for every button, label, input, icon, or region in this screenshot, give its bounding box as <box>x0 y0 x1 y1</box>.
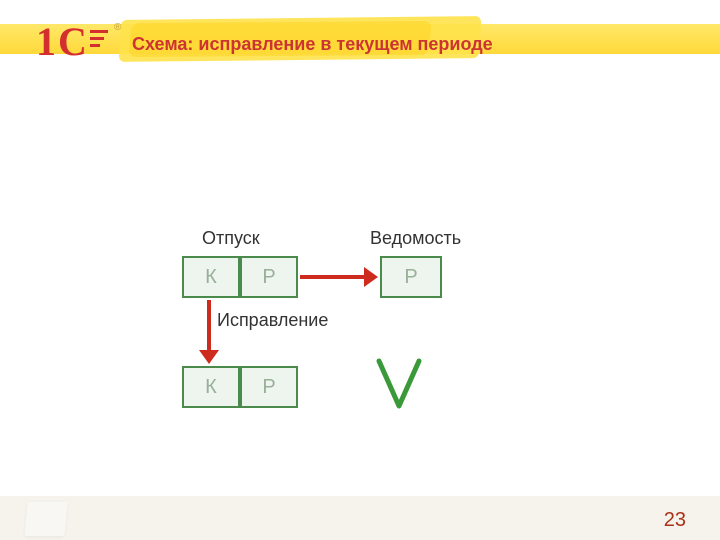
box-top-k: К <box>182 256 240 298</box>
arrow-to-ispravlenie <box>207 300 211 352</box>
arrow-to-vedomost <box>300 275 366 279</box>
footer-band <box>0 496 720 540</box>
box-bot-r: Р <box>240 366 298 408</box>
box-ved-r: Р <box>380 256 442 298</box>
diagram-area: Отпуск Ведомость Исправление К Р Р К Р <box>0 0 720 540</box>
label-otpusk: Отпуск <box>202 228 260 249</box>
box-bot-k: К <box>182 366 240 408</box>
page-number: 23 <box>664 509 686 532</box>
checkmark-icon <box>374 356 424 416</box>
label-ispravlenie: Исправление <box>217 310 328 331</box>
label-vedomost: Ведомость <box>370 228 461 249</box>
footer-page-curl <box>24 502 68 536</box>
box-top-r: Р <box>240 256 298 298</box>
